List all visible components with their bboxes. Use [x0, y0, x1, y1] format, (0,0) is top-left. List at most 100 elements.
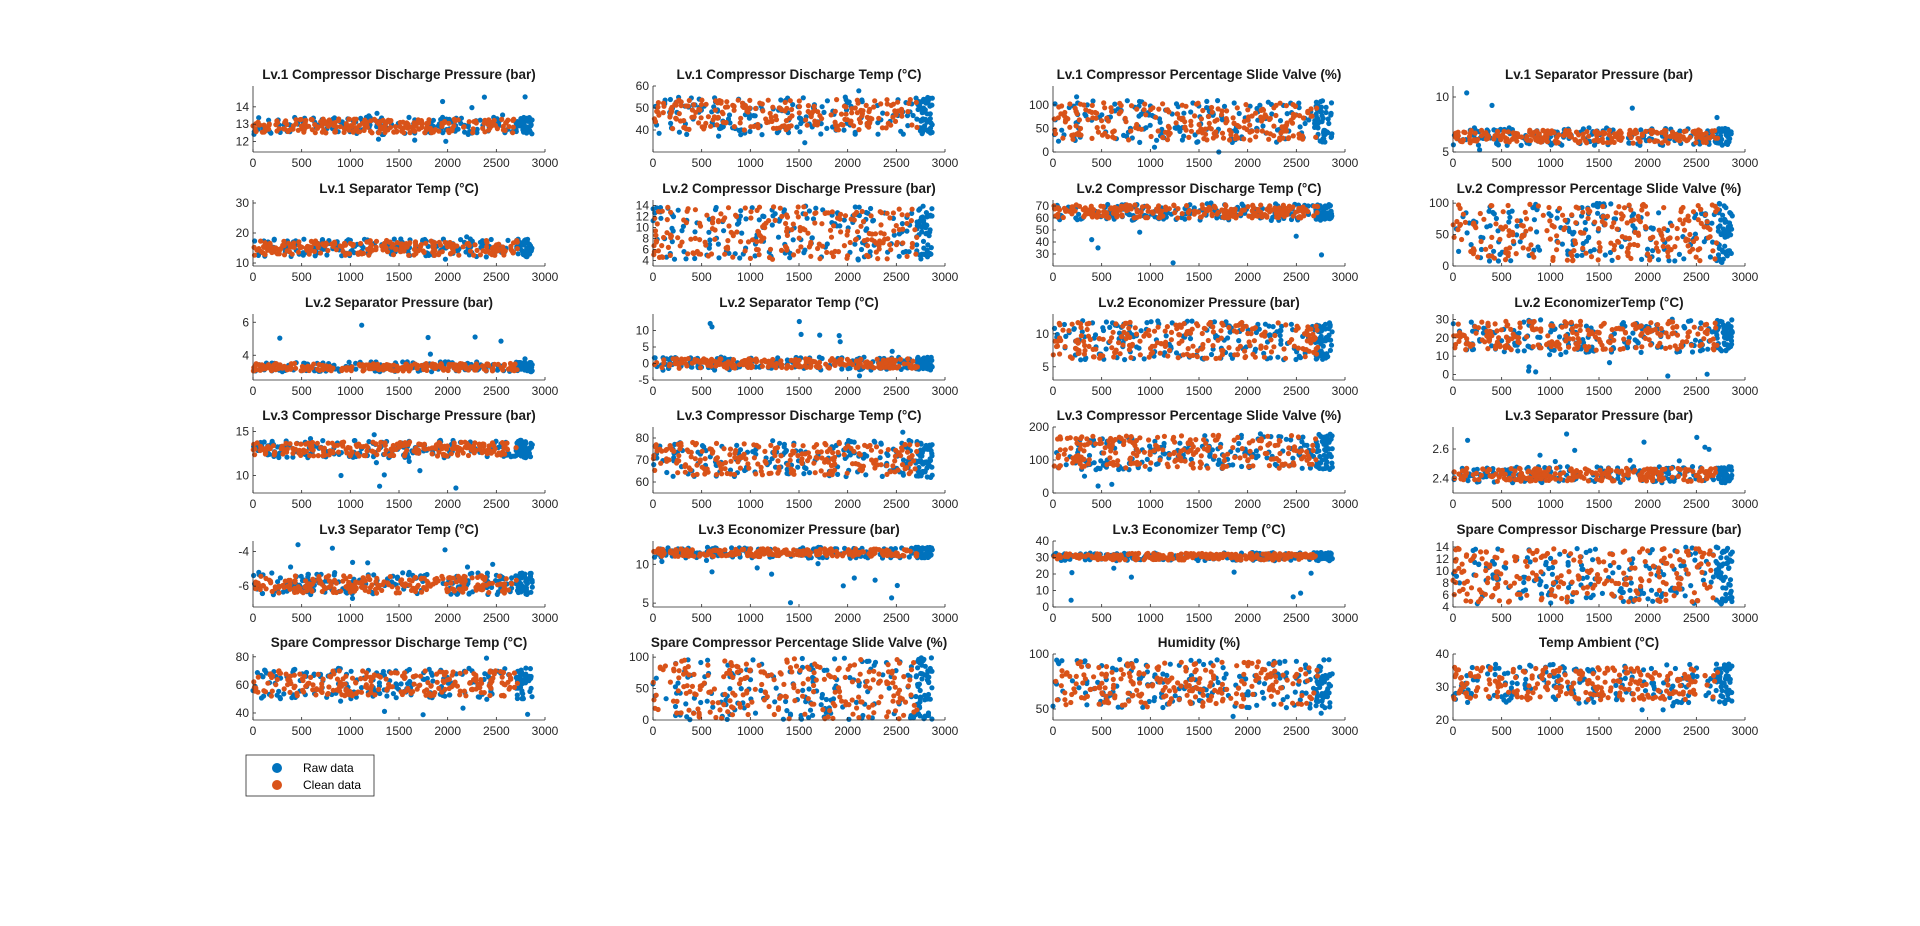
clean-point — [1569, 212, 1575, 218]
clean-point — [1314, 105, 1320, 111]
raw-point — [500, 112, 506, 118]
clean-point — [1230, 115, 1236, 121]
clean-point — [890, 101, 897, 107]
clean-point — [1703, 212, 1709, 218]
raw-point — [1323, 109, 1329, 116]
clean-point — [1184, 203, 1190, 209]
clean-point — [1219, 207, 1225, 213]
clean-point — [705, 362, 711, 368]
clean-point — [1276, 205, 1282, 211]
clean-point — [1585, 215, 1591, 221]
x-tick-label: 2500 — [1283, 270, 1310, 284]
clean-point — [1485, 253, 1491, 259]
clean-point — [1166, 132, 1172, 138]
clean-point — [1684, 138, 1690, 144]
raw-point — [1204, 98, 1210, 104]
raw-point — [1277, 118, 1284, 124]
x-tick-label: 2500 — [883, 270, 910, 284]
clean-point — [1611, 139, 1617, 145]
y-tick-label: 14 — [636, 199, 650, 213]
clean-point — [1206, 120, 1212, 126]
clean-point — [1279, 210, 1285, 216]
x-tick-label: 0 — [1050, 270, 1057, 284]
clean-point — [481, 120, 487, 126]
x-tick-label: 2500 — [883, 156, 910, 170]
raw-point — [921, 223, 927, 229]
clean-point — [1625, 245, 1631, 251]
raw-point — [425, 334, 431, 341]
clean-point — [705, 114, 712, 120]
clean-point — [295, 249, 302, 255]
raw-point — [1727, 136, 1733, 142]
x-tick-label: 0 — [1450, 156, 1457, 170]
clean-point — [692, 235, 698, 241]
clean-point — [1056, 104, 1062, 110]
raw-point — [1078, 357, 1084, 363]
clean-point — [1081, 338, 1087, 344]
raw-point — [1277, 332, 1283, 339]
x-tick-label: 0 — [650, 384, 657, 398]
clean-point — [1149, 343, 1155, 349]
x-tick-label: 2500 — [483, 270, 510, 284]
clean-point — [1518, 134, 1525, 140]
clean-point — [1218, 328, 1224, 334]
clean-point — [1081, 214, 1087, 220]
raw-point — [1318, 108, 1324, 115]
raw-point — [1726, 220, 1733, 226]
x-tick-label: 1000 — [1537, 156, 1564, 170]
clean-point — [383, 366, 389, 372]
raw-point — [1284, 111, 1290, 117]
clean-point — [1693, 140, 1699, 146]
clean-point — [1286, 339, 1293, 345]
clean-point — [720, 119, 726, 125]
clean-point — [1547, 218, 1553, 224]
raw-point — [790, 237, 796, 243]
clean-point — [1529, 251, 1535, 257]
raw-point — [738, 208, 744, 214]
clean-point — [1194, 348, 1200, 354]
raw-point — [1192, 132, 1198, 138]
clean-point — [306, 251, 312, 257]
y-tick-label: -5 — [638, 373, 649, 387]
raw-point — [1063, 333, 1069, 339]
clean-point — [411, 252, 417, 258]
clean-point — [431, 252, 437, 258]
raw-point — [1574, 253, 1580, 259]
clean-point — [1611, 131, 1618, 137]
clean-point — [1214, 211, 1220, 217]
raw-point — [905, 123, 911, 129]
clean-point — [1491, 255, 1497, 261]
clean-point — [373, 238, 380, 244]
x-tick-label: 1500 — [386, 270, 413, 284]
raw-point — [671, 256, 678, 262]
raw-point — [1489, 102, 1495, 108]
raw-point — [1055, 138, 1062, 144]
raw-point — [1464, 230, 1470, 236]
clean-point — [416, 248, 422, 254]
clean-point — [1226, 345, 1232, 351]
clean-point — [1241, 136, 1247, 142]
subplot-title: Lv.2 Separator Temp (°C) — [719, 295, 878, 310]
clean-point — [872, 231, 879, 237]
clean-point — [1067, 101, 1073, 107]
clean-point — [1457, 221, 1464, 228]
raw-point — [679, 228, 685, 234]
raw-point — [1179, 137, 1185, 143]
clean-point — [291, 244, 297, 250]
x-tick-label: 2500 — [483, 384, 510, 398]
clean-point — [685, 251, 691, 257]
clean-point — [1665, 236, 1671, 242]
raw-point — [864, 226, 870, 232]
x-tick-label: 2000 — [434, 270, 461, 284]
clean-point — [1288, 206, 1294, 212]
clean-point — [1139, 204, 1146, 210]
raw-point — [458, 237, 464, 243]
clean-point — [1089, 102, 1095, 108]
clean-point — [872, 98, 878, 104]
clean-point — [796, 364, 803, 370]
clean-point — [772, 217, 778, 223]
raw-point — [1103, 319, 1109, 325]
clean-point — [1460, 211, 1466, 217]
raw-point — [929, 102, 935, 108]
raw-point — [746, 115, 753, 121]
